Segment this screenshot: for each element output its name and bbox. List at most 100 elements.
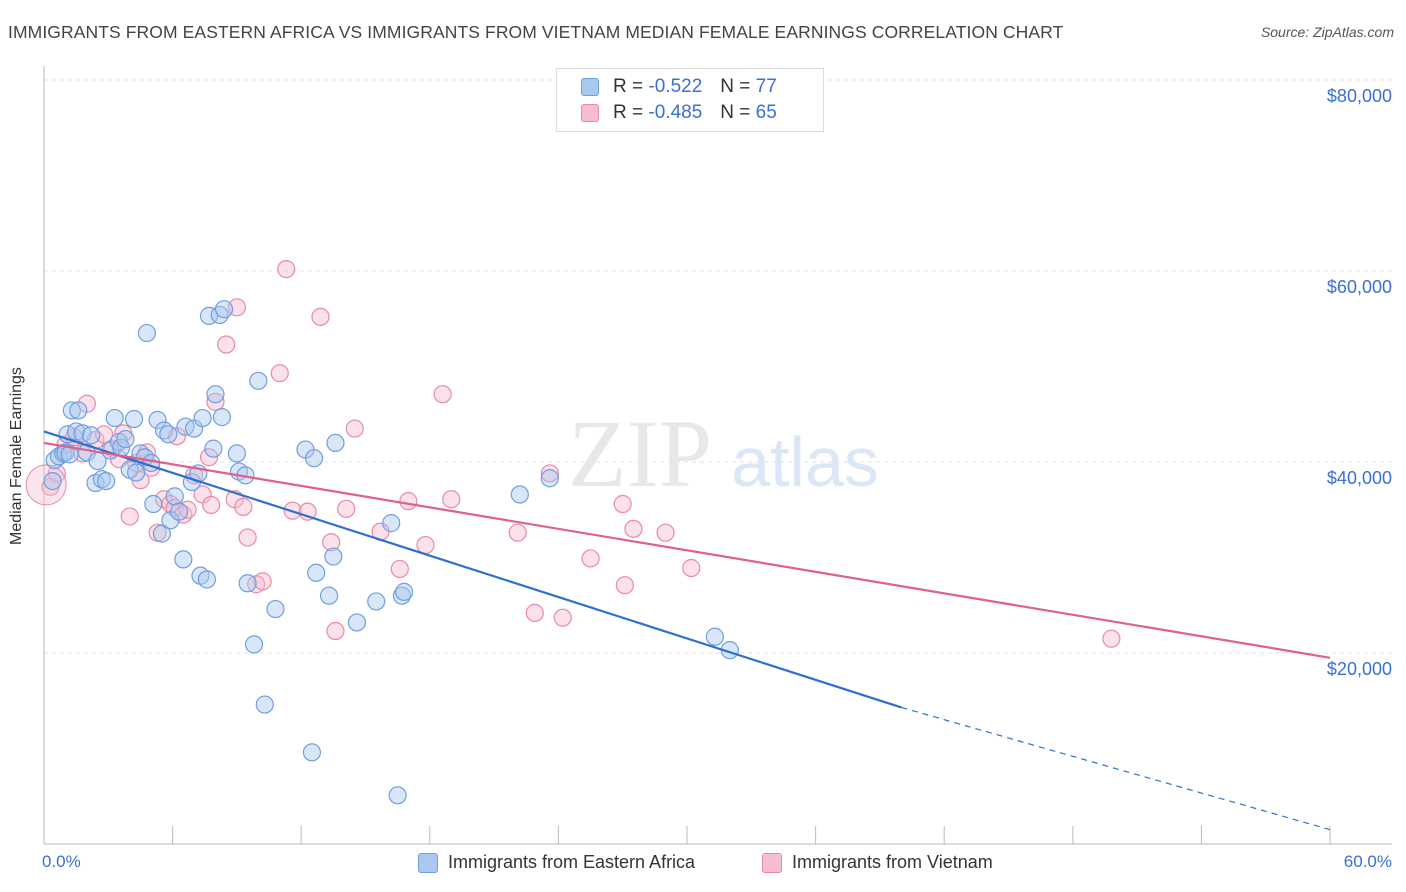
trend-lines xyxy=(43,430,1331,831)
data-point xyxy=(227,444,246,463)
data-point xyxy=(581,549,600,568)
r-value: -0.522 xyxy=(648,76,703,97)
watermark: ZIP atlas xyxy=(568,400,879,507)
data-point xyxy=(682,558,701,578)
data-point xyxy=(193,408,212,428)
data-point xyxy=(525,603,544,622)
data-point xyxy=(510,485,529,504)
data-point xyxy=(322,533,341,552)
trend-line-eastern-africa xyxy=(43,430,902,709)
bottom-legend-eastern-africa: Immigrants from Eastern Africa xyxy=(418,852,695,873)
data-point xyxy=(197,570,216,589)
r-value: -0.485 xyxy=(648,102,703,123)
n-value: 77 xyxy=(755,76,777,97)
data-point xyxy=(347,613,367,632)
n-label: N = xyxy=(720,76,751,97)
data-point xyxy=(656,523,675,542)
data-point xyxy=(388,786,407,805)
r-label: R = xyxy=(613,102,644,123)
x-tick-min: 0.0% xyxy=(42,852,81,871)
data-point xyxy=(124,409,144,429)
data-point xyxy=(253,572,272,591)
data-point xyxy=(307,563,326,582)
data-point xyxy=(553,608,572,627)
chart-title: IMMIGRANTS FROM EASTERN AFRICA VS IMMIGR… xyxy=(8,22,1064,42)
data-point xyxy=(199,448,219,467)
data-point xyxy=(705,627,724,646)
data-point xyxy=(214,300,234,319)
y-tick-40000: $40,000 xyxy=(1326,468,1392,488)
data-point xyxy=(416,535,435,555)
data-point xyxy=(270,364,289,383)
data-point xyxy=(212,408,231,427)
trend-line-vietnam xyxy=(43,441,1331,659)
series-name: Immigrants from Vietnam xyxy=(792,852,993,872)
data-point xyxy=(244,635,264,654)
trend-line-eastern-africa-extension xyxy=(901,706,1331,831)
watermark-zip: ZIP xyxy=(568,400,712,507)
stats-legend: R = -0.522 N = 77 R = -0.485 N = 65 xyxy=(556,68,824,132)
eastern-africa-points xyxy=(43,300,739,805)
data-point xyxy=(394,582,414,601)
data-point xyxy=(367,592,386,611)
source-label: Source: ZipAtlas.com xyxy=(1260,24,1394,40)
series-name: Immigrants from Eastern Africa xyxy=(448,852,696,872)
data-point xyxy=(390,559,409,579)
data-point xyxy=(165,487,184,506)
data-point xyxy=(624,519,643,538)
y-tick-60000: $60,000 xyxy=(1326,277,1392,297)
pink-swatch xyxy=(581,104,599,122)
bottom-legend-vietnam: Immigrants from Vietnam xyxy=(762,852,993,873)
data-point xyxy=(324,547,343,566)
data-point xyxy=(159,425,178,444)
data-point xyxy=(337,499,356,518)
data-point xyxy=(266,599,285,619)
y-tick-80000: $80,000 xyxy=(1326,86,1392,106)
data-point xyxy=(105,408,124,428)
n-value: 65 xyxy=(755,102,777,123)
watermark-atlas: atlas xyxy=(731,423,879,501)
data-point xyxy=(120,507,139,526)
data-point xyxy=(148,410,167,430)
data-point xyxy=(345,419,364,438)
data-point xyxy=(127,463,146,482)
blue-swatch xyxy=(581,78,599,96)
data-point xyxy=(67,422,86,441)
data-point xyxy=(326,433,345,452)
blue-swatch xyxy=(418,852,438,873)
grid-lines xyxy=(44,79,1392,654)
n-label: N = xyxy=(720,102,751,123)
data-point xyxy=(311,307,330,326)
data-point xyxy=(62,401,81,420)
data-point xyxy=(442,490,461,509)
y-axis-label: Median Female Earnings xyxy=(8,367,25,545)
data-point xyxy=(217,335,236,354)
x-tick-max: 60.0% xyxy=(1343,852,1392,871)
data-point xyxy=(238,528,257,547)
x-axis xyxy=(43,66,1392,845)
data-point xyxy=(238,574,257,593)
data-point xyxy=(97,472,116,491)
data-point xyxy=(326,621,345,641)
data-point xyxy=(615,576,634,595)
r-label: R = xyxy=(613,76,644,97)
data-point xyxy=(302,743,322,762)
data-point xyxy=(204,439,223,458)
data-point xyxy=(382,514,401,533)
data-point xyxy=(304,449,324,468)
data-point xyxy=(169,502,189,521)
data-point xyxy=(613,494,632,514)
pink-swatch xyxy=(762,852,782,873)
data-point xyxy=(540,469,559,488)
data-point xyxy=(144,494,163,514)
data-point xyxy=(508,523,527,542)
data-point xyxy=(82,426,101,445)
data-point xyxy=(206,392,225,411)
data-point xyxy=(433,385,452,404)
legend-row-vietnam: R = -0.485 N = 65 xyxy=(581,101,777,125)
data-point xyxy=(152,524,171,543)
data-point xyxy=(43,472,62,491)
data-point xyxy=(255,695,274,714)
y-tick-20000: $20,000 xyxy=(1326,659,1392,679)
